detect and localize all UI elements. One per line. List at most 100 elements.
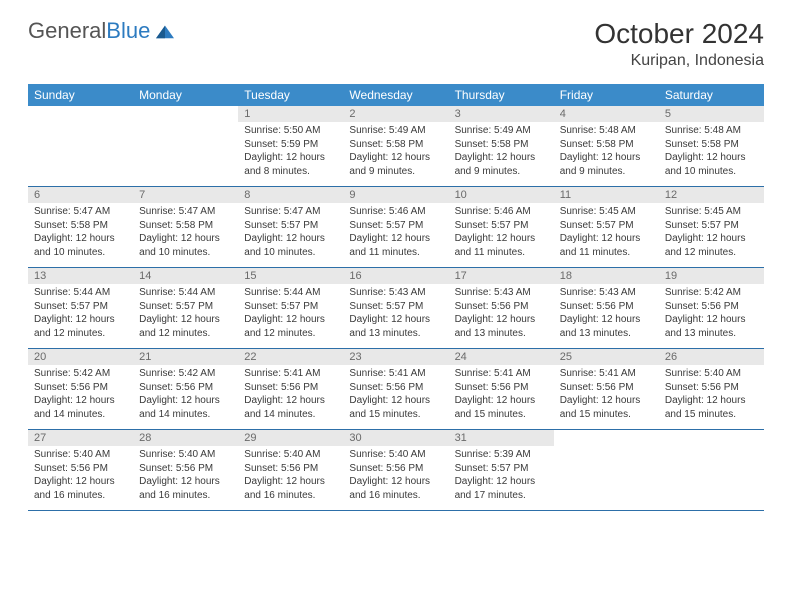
day-detail-cell: Sunrise: 5:45 AMSunset: 5:57 PMDaylight:… xyxy=(659,203,764,268)
sunset-line: Sunset: 5:56 PM xyxy=(560,300,653,314)
sunset-line: Sunset: 5:57 PM xyxy=(560,219,653,233)
sunrise-line: Sunrise: 5:47 AM xyxy=(244,205,337,219)
sunset-line: Sunset: 5:57 PM xyxy=(349,219,442,233)
daylight-line: Daylight: 12 hours and 9 minutes. xyxy=(349,151,442,178)
day-number-cell: 5 xyxy=(659,106,764,122)
sunrise-line: Sunrise: 5:41 AM xyxy=(244,367,337,381)
day-detail-cell: Sunrise: 5:43 AMSunset: 5:56 PMDaylight:… xyxy=(449,284,554,349)
daylight-line: Daylight: 12 hours and 9 minutes. xyxy=(560,151,653,178)
sunset-line: Sunset: 5:56 PM xyxy=(349,462,442,476)
daylight-line: Daylight: 12 hours and 8 minutes. xyxy=(244,151,337,178)
daylight-line: Daylight: 12 hours and 10 minutes. xyxy=(665,151,758,178)
day-number-cell xyxy=(28,106,133,122)
day-detail-cell: Sunrise: 5:43 AMSunset: 5:56 PMDaylight:… xyxy=(554,284,659,349)
logo-triangle-icon xyxy=(154,22,176,40)
sunset-line: Sunset: 5:56 PM xyxy=(139,462,232,476)
daynum-row: 2728293031 xyxy=(28,430,764,447)
sunset-line: Sunset: 5:56 PM xyxy=(455,381,548,395)
sunset-line: Sunset: 5:57 PM xyxy=(34,300,127,314)
day-detail-cell: Sunrise: 5:44 AMSunset: 5:57 PMDaylight:… xyxy=(238,284,343,349)
logo: GeneralBlue xyxy=(28,18,176,44)
day-detail-cell: Sunrise: 5:47 AMSunset: 5:58 PMDaylight:… xyxy=(28,203,133,268)
day-number-cell xyxy=(659,430,764,447)
col-tue: Tuesday xyxy=(238,84,343,106)
day-number-cell: 24 xyxy=(449,349,554,366)
daylight-line: Daylight: 12 hours and 13 minutes. xyxy=(349,313,442,340)
day-number-cell: 11 xyxy=(554,187,659,204)
sunrise-line: Sunrise: 5:39 AM xyxy=(455,448,548,462)
daylight-line: Daylight: 12 hours and 14 minutes. xyxy=(34,394,127,421)
day-detail-cell xyxy=(659,446,764,511)
day-detail-cell: Sunrise: 5:49 AMSunset: 5:58 PMDaylight:… xyxy=(343,122,448,187)
day-number-cell: 22 xyxy=(238,349,343,366)
title-block: October 2024 Kuripan, Indonesia xyxy=(594,18,764,70)
day-detail-cell: Sunrise: 5:44 AMSunset: 5:57 PMDaylight:… xyxy=(28,284,133,349)
day-number-cell: 4 xyxy=(554,106,659,122)
day-number-cell: 30 xyxy=(343,430,448,447)
sunrise-line: Sunrise: 5:50 AM xyxy=(244,124,337,138)
logo-text: GeneralBlue xyxy=(28,18,150,44)
daylight-line: Daylight: 12 hours and 13 minutes. xyxy=(455,313,548,340)
day-detail-cell: Sunrise: 5:46 AMSunset: 5:57 PMDaylight:… xyxy=(449,203,554,268)
sunset-line: Sunset: 5:58 PM xyxy=(349,138,442,152)
day-number-cell: 3 xyxy=(449,106,554,122)
detail-row: Sunrise: 5:44 AM Sunset: 5:57 PM Daylight:… xyxy=(28,284,764,349)
day-detail-cell: Sunrise: 5:42 AMSunset: 5:56 PMDaylight:… xyxy=(659,284,764,349)
sunrise-line: Sunrise: 5:46 AM xyxy=(349,205,442,219)
sunrise-line: Sunrise: 5:46 AM xyxy=(455,205,548,219)
col-sun: Sunday xyxy=(28,84,133,106)
day-header-row: Sunday Monday Tuesday Wednesday Thursday… xyxy=(28,84,764,106)
col-wed: Wednesday xyxy=(343,84,448,106)
detail-row: Sunrise: 5:40 AMSunset: 5:56 PMDaylight:… xyxy=(28,446,764,511)
day-detail-cell: Sunrise: 5:40 AMSunset: 5:56 PMDaylight:… xyxy=(238,446,343,511)
day-detail-cell: Sunrise: 5:42 AMSunset: 5:56 PMDaylight:… xyxy=(28,365,133,430)
day-number-cell: 7 xyxy=(133,187,238,204)
day-number-cell: 28 xyxy=(133,430,238,447)
day-detail-cell: Sunrise: 5:43 AMSunset: 5:57 PMDaylight:… xyxy=(343,284,448,349)
sunrise-line: Sunrise: 5:47 AM xyxy=(139,205,232,219)
sunrise-line: Sunrise: 5:40 AM xyxy=(139,448,232,462)
daylight-line: Daylight: 12 hours and 15 minutes. xyxy=(560,394,653,421)
sunset-line: Sunset: 5:59 PM xyxy=(244,138,337,152)
sunset-line: Sunset: 5:56 PM xyxy=(455,300,548,314)
logo-word2: Blue xyxy=(106,18,150,43)
daylight-line: Daylight: 12 hours and 16 minutes. xyxy=(349,475,442,502)
sunset-line: Sunset: 5:57 PM xyxy=(244,219,337,233)
sunrise-line: Sunrise: 5:44 AM xyxy=(139,286,232,300)
day-detail-cell: Sunrise: 5:41 AMSunset: 5:56 PMDaylight:… xyxy=(554,365,659,430)
sunrise-line: Sunrise: 5:43 AM xyxy=(455,286,548,300)
sunrise-line: Sunrise: 5:41 AM xyxy=(455,367,548,381)
sunrise-line: Sunrise: 5:42 AM xyxy=(139,367,232,381)
day-number-cell: 9 xyxy=(343,187,448,204)
sunrise-line: Sunrise: 5:40 AM xyxy=(349,448,442,462)
daylight-line: Daylight: 12 hours and 15 minutes. xyxy=(455,394,548,421)
col-mon: Monday xyxy=(133,84,238,106)
day-detail-cell xyxy=(28,122,133,187)
sunset-line: Sunset: 5:58 PM xyxy=(665,138,758,152)
daylight-line: Daylight: 12 hours and 14 minutes. xyxy=(139,394,232,421)
day-detail-cell: Sunrise: 5:41 AMSunset: 5:56 PMDaylight:… xyxy=(343,365,448,430)
day-detail-cell: Sunrise: 5:50 AMSunset: 5:59 PMDaylight:… xyxy=(238,122,343,187)
day-number-cell: 17 xyxy=(449,268,554,285)
sunrise-line: Sunrise: 5:40 AM xyxy=(34,448,127,462)
sunrise-line: Sunrise: 5:49 AM xyxy=(455,124,548,138)
day-number-cell xyxy=(133,106,238,122)
sunset-line: Sunset: 5:56 PM xyxy=(665,300,758,314)
day-detail-cell: Sunrise: 5:41 AMSunset: 5:56 PMDaylight:… xyxy=(449,365,554,430)
sunset-line: Sunset: 5:57 PM xyxy=(244,300,337,314)
sunrise-line: Sunrise: 5:42 AM xyxy=(34,367,127,381)
day-number-cell: 6 xyxy=(28,187,133,204)
sunrise-line: Sunrise: 5:41 AM xyxy=(560,367,653,381)
day-detail-cell: Sunrise: 5:44 AMSunset: 5:57 PMDaylight:… xyxy=(133,284,238,349)
header: GeneralBlue October 2024 Kuripan, Indone… xyxy=(28,18,764,70)
day-number-cell: 26 xyxy=(659,349,764,366)
sunset-line: Sunset: 5:56 PM xyxy=(139,381,232,395)
day-detail-cell: Sunrise: 5:48 AMSunset: 5:58 PMDaylight:… xyxy=(554,122,659,187)
day-number-cell: 14 xyxy=(133,268,238,285)
daylight-line: Daylight: 12 hours and 12 minutes. xyxy=(665,232,758,259)
day-number-cell: 16 xyxy=(343,268,448,285)
sunset-line: Sunset: 5:57 PM xyxy=(455,462,548,476)
sunset-line: Sunset: 5:58 PM xyxy=(139,219,232,233)
day-detail-cell: Sunrise: 5:40 AMSunset: 5:56 PMDaylight:… xyxy=(343,446,448,511)
daylight-line: Daylight: 12 hours and 11 minutes. xyxy=(349,232,442,259)
